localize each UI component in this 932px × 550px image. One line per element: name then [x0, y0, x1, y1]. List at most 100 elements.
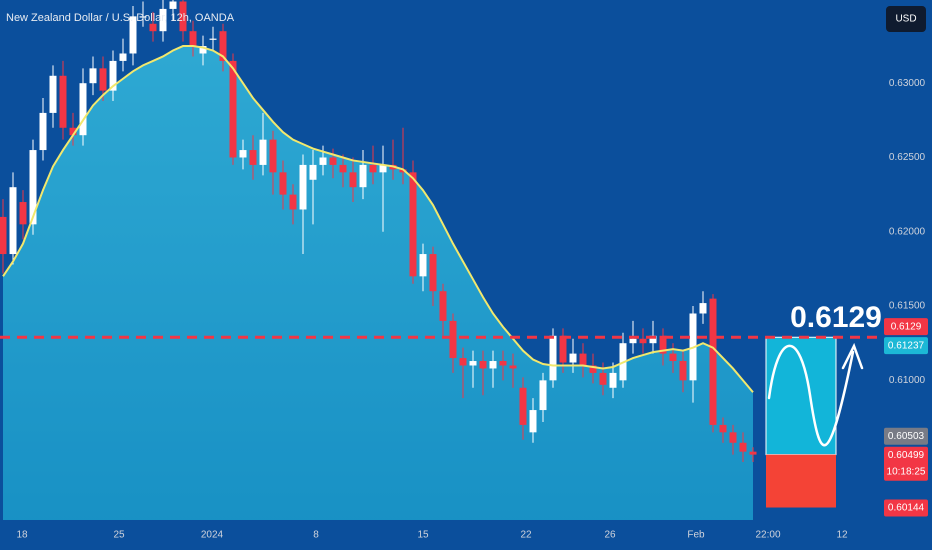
candle-body	[739, 442, 747, 452]
candle-body	[749, 451, 757, 455]
candle-body	[129, 16, 137, 54]
projection-arrow	[767, 342, 864, 447]
price-tag-bg	[884, 318, 928, 336]
price-tag-timer: 10:18:25	[887, 466, 926, 477]
price-tag-label: 0.61237	[888, 340, 925, 351]
candle-body	[629, 338, 637, 344]
candle-body	[339, 164, 347, 173]
candle-body	[69, 127, 77, 136]
price-tag-label: 0.60499	[888, 450, 925, 461]
currency-button[interactable]: USD	[886, 6, 926, 32]
x-tick-label: 22	[520, 530, 532, 541]
candle-body	[349, 172, 357, 188]
price-tag: 0.60499 10:18:25	[884, 446, 928, 481]
candle-body	[729, 432, 737, 443]
ma-area-tint	[3, 46, 753, 520]
candle-body	[99, 68, 107, 91]
candle-body	[109, 60, 117, 91]
price-tag-label: 0.60503	[888, 431, 925, 442]
x-tick-label: Feb	[687, 530, 705, 541]
candle-body	[449, 320, 457, 359]
candle-body	[489, 361, 497, 369]
candle-body	[639, 338, 647, 344]
price-axis: 0.61000 0.61500 0.62000 0.62500 0.63000 18 25 2…	[16, 78, 928, 541]
candle-body	[119, 53, 127, 61]
plot-area	[0, 0, 757, 520]
candle-body	[49, 75, 57, 113]
candle-body	[609, 372, 617, 388]
candle-body	[179, 1, 187, 32]
x-tick-label: 12	[836, 530, 848, 541]
candle-body	[379, 164, 387, 173]
stop-zone	[766, 454, 836, 508]
candle-body	[259, 139, 267, 165]
candle-body	[369, 164, 377, 173]
y-tick-label: 0.63000	[889, 78, 926, 89]
candle-body	[699, 303, 707, 314]
candle-body	[359, 164, 367, 188]
candle-body	[169, 1, 177, 9]
candle-body	[599, 372, 607, 385]
ma-area	[3, 46, 753, 520]
candle-body	[469, 361, 477, 366]
y-tick-label: 0.62500	[889, 152, 926, 163]
x-tick-label: 2024	[201, 530, 224, 541]
candle-body	[429, 254, 437, 292]
currency-button-bg[interactable]	[886, 6, 926, 32]
price-tag-bg	[884, 446, 928, 481]
candle-body	[579, 353, 587, 366]
candle-body	[439, 291, 447, 321]
candle-body	[499, 361, 507, 366]
candle-body	[459, 358, 467, 366]
candle-body	[319, 157, 327, 165]
candle-body	[479, 361, 487, 369]
price-tag-label: 0.6129	[891, 321, 922, 332]
candle-body	[269, 139, 277, 173]
x-tick-label: 22:00	[755, 530, 780, 541]
candle-body	[549, 335, 557, 381]
y-tick-label: 0.61500	[889, 301, 926, 312]
candle-body	[519, 387, 527, 425]
x-tick-label: 15	[417, 530, 429, 541]
candle-body	[409, 172, 417, 277]
candle-body	[289, 194, 297, 210]
candle-body	[219, 31, 227, 61]
candle-body	[559, 335, 567, 363]
candle-body	[29, 150, 37, 225]
candle-body	[569, 353, 577, 363]
candle-body	[39, 112, 47, 151]
candle-body	[679, 361, 687, 381]
candle-body	[669, 353, 677, 362]
candle-body	[589, 365, 597, 373]
x-tick-label: 18	[16, 530, 28, 541]
candle-body	[659, 335, 667, 354]
candle-body	[309, 164, 317, 180]
currency-button-label[interactable]: USD	[895, 14, 916, 25]
price-tag-bg	[884, 427, 928, 445]
candle-body	[159, 8, 167, 32]
sine-path	[767, 344, 855, 447]
candle-body	[649, 335, 657, 344]
candle-body	[399, 169, 407, 173]
candle-body	[229, 60, 237, 158]
candle-body	[299, 164, 307, 210]
candle-body	[9, 187, 17, 255]
candle-body	[419, 254, 427, 277]
candle-body	[199, 46, 207, 54]
candle-body	[89, 68, 97, 84]
x-tick-label: 25	[113, 530, 125, 541]
price-tag-label: 0.60144	[888, 503, 925, 514]
candle-body	[149, 23, 157, 32]
candle-body	[79, 83, 87, 136]
candle-body	[279, 172, 287, 195]
candle-body	[239, 150, 247, 158]
price-tag: 0.6129	[884, 318, 928, 336]
x-tick-label: 8	[313, 530, 319, 541]
price-tag-bg	[884, 337, 928, 355]
candle-body	[0, 216, 7, 255]
candle-body	[719, 424, 727, 433]
candle-body	[249, 150, 257, 165]
candle-body	[509, 365, 517, 369]
target-label: 0.6129	[790, 301, 882, 334]
